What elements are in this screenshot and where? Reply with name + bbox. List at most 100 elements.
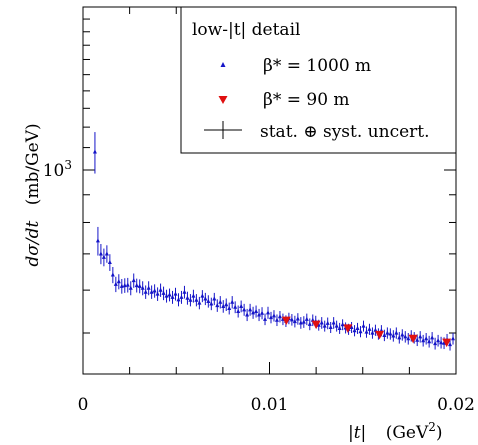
- data-point: [248, 307, 253, 312]
- data-point: [421, 338, 426, 343]
- data-point: [110, 272, 115, 277]
- data-point: [403, 334, 408, 339]
- data-point: [200, 293, 205, 298]
- data-point: [415, 337, 420, 342]
- legend-label-beta-90: β* = 90 m: [263, 90, 350, 110]
- y-axis-title: dσ/dt: [23, 221, 43, 267]
- data-point: [140, 285, 145, 290]
- data-point: [436, 338, 441, 343]
- x-axis-title: |t|: [348, 423, 366, 443]
- data-point: [227, 305, 232, 311]
- data-point: [349, 324, 354, 330]
- data-point: [164, 293, 169, 298]
- data-point: [358, 328, 363, 334]
- data-layer: [92, 132, 456, 351]
- data-point: [373, 327, 378, 332]
- data-point: [271, 313, 276, 318]
- x-tick-label: 0.01: [251, 395, 289, 415]
- data-point: [215, 302, 220, 308]
- data-point: [95, 238, 100, 243]
- data-point: [161, 290, 166, 295]
- data-point: [340, 322, 345, 327]
- data-point: [203, 296, 208, 301]
- data-point: [397, 335, 402, 340]
- data-point: [170, 294, 175, 299]
- data-point: [257, 312, 262, 317]
- data-point: [125, 282, 130, 287]
- data-point: [176, 297, 181, 302]
- data-point: [137, 283, 142, 288]
- data-point: [382, 332, 387, 337]
- data-point: [388, 331, 393, 336]
- data-point: [128, 285, 133, 290]
- data-point: [260, 310, 265, 315]
- x-axis-unit: GeV: [392, 423, 429, 443]
- x-axis-unit-exp: 2: [428, 420, 436, 434]
- data-point: [375, 330, 385, 340]
- legend-box: [180, 6, 457, 154]
- data-point: [325, 320, 330, 325]
- data-point: [408, 334, 418, 344]
- legend-label-uncert: stat. ⊕ syst. uncert.: [260, 122, 430, 142]
- data-point: [101, 254, 106, 259]
- data-point: [251, 310, 256, 315]
- svg-text:|t| (GeV2): |t| (GeV2): [348, 420, 443, 443]
- data-point: [155, 291, 160, 296]
- y-tick-label: 103: [43, 158, 72, 181]
- data-point: [254, 308, 259, 314]
- data-point: [289, 317, 294, 322]
- data-point: [152, 288, 157, 293]
- data-point: [268, 314, 273, 320]
- data-point: [92, 149, 97, 154]
- legend-marker-beta-90: [218, 96, 228, 104]
- data-point: [119, 283, 124, 288]
- data-point: [113, 281, 118, 286]
- data-point: [281, 316, 291, 326]
- data-point: [116, 279, 121, 284]
- data-point: [134, 282, 139, 288]
- data-point: [212, 296, 217, 301]
- legend-marker-errorbar: [204, 121, 242, 139]
- data-point: [263, 316, 268, 321]
- legend: low-|t| detail β* = 1000 m β* = 90 m sta…: [180, 6, 457, 154]
- legend-title: low-|t| detail: [192, 20, 300, 40]
- data-point: [364, 329, 369, 334]
- x-tick-label: 0: [78, 395, 89, 415]
- data-point: [158, 287, 163, 292]
- data-point: [146, 285, 151, 290]
- y-axis-label: dσ/dt (mb/GeV): [23, 123, 43, 266]
- data-point: [370, 330, 375, 335]
- data-point: [122, 282, 127, 288]
- data-point: [104, 251, 109, 256]
- data-point: [239, 303, 244, 308]
- data-point: [266, 310, 271, 315]
- data-point: [298, 320, 303, 325]
- data-point: [406, 336, 411, 341]
- data-point: [206, 298, 211, 303]
- data-point: [322, 323, 327, 328]
- data-point: [277, 314, 282, 319]
- data-point: [242, 307, 247, 312]
- y-axis-unit: (mb/GeV): [23, 123, 43, 205]
- data-point: [188, 297, 193, 302]
- data-point: [197, 300, 202, 305]
- svg-text:dσ/dt (mb/GeV): dσ/dt (mb/GeV): [23, 123, 43, 266]
- data-point: [245, 312, 250, 317]
- data-point: [98, 251, 103, 256]
- data-point: [230, 299, 235, 304]
- data-point: [394, 330, 399, 335]
- data-point: [439, 339, 444, 345]
- data-point: [433, 340, 438, 346]
- data-point: [221, 303, 226, 308]
- data-point: [179, 294, 184, 299]
- data-point: [352, 328, 357, 333]
- data-point: [194, 297, 199, 302]
- data-point: [418, 334, 423, 339]
- series-beta-90: [281, 316, 452, 348]
- data-point: [361, 323, 366, 328]
- data-point: [218, 299, 223, 304]
- data-point: [355, 325, 360, 330]
- data-point: [185, 295, 190, 300]
- data-point: [301, 319, 306, 324]
